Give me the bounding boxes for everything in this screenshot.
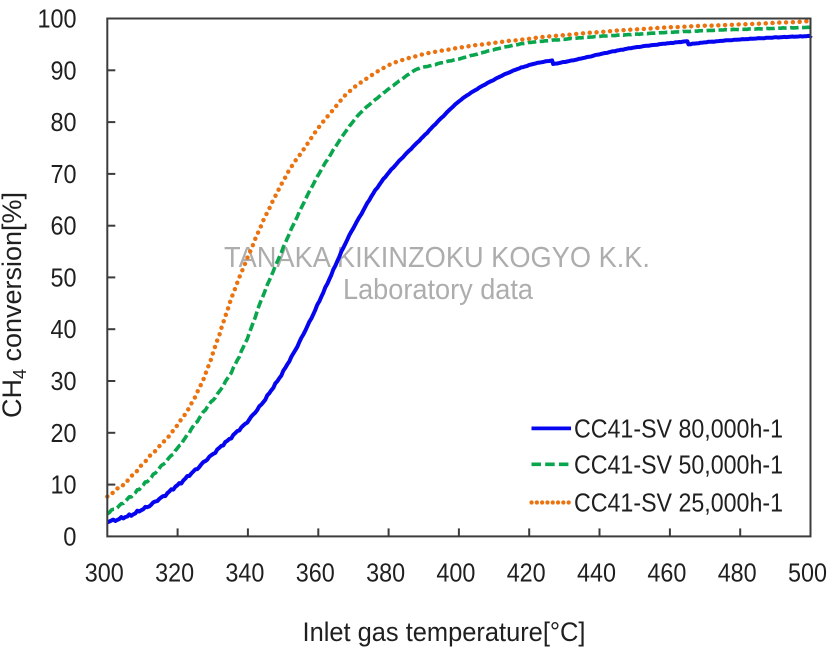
svg-text:90: 90 [51, 55, 77, 85]
svg-text:CC41-SV 25,000h-1: CC41-SV 25,000h-1 [574, 488, 783, 518]
svg-text:Laboratory data: Laboratory data [343, 274, 534, 306]
svg-text:CH4 conversion[%]: CH4 conversion[%] [0, 192, 30, 418]
svg-text:10: 10 [51, 470, 77, 500]
svg-text:100: 100 [38, 4, 77, 34]
svg-text:380: 380 [366, 558, 405, 588]
svg-text:40: 40 [51, 314, 77, 344]
svg-text:CC41-SV 80,000h-1: CC41-SV 80,000h-1 [574, 413, 783, 443]
svg-text:480: 480 [718, 558, 757, 588]
svg-text:320: 320 [155, 558, 194, 588]
svg-text:50: 50 [51, 262, 77, 292]
svg-text:400: 400 [436, 558, 475, 588]
svg-text:CC41-SV 50,000h-1: CC41-SV 50,000h-1 [574, 449, 783, 479]
svg-text:360: 360 [296, 558, 335, 588]
svg-text:TANAKA KIKINZOKU KOGYO K.K.: TANAKA KIKINZOKU KOGYO K.K. [224, 242, 650, 274]
svg-text:420: 420 [507, 558, 546, 588]
svg-text:300: 300 [85, 558, 124, 588]
svg-text:30: 30 [51, 366, 77, 396]
svg-text:500: 500 [788, 558, 827, 588]
svg-text:340: 340 [225, 558, 264, 588]
svg-text:20: 20 [51, 418, 77, 448]
svg-text:70: 70 [51, 159, 77, 189]
svg-text:Inlet gas temperature[°C]: Inlet gas temperature[°C] [303, 617, 586, 647]
svg-text:440: 440 [577, 558, 616, 588]
svg-text:460: 460 [647, 558, 686, 588]
svg-text:80: 80 [51, 107, 77, 137]
svg-text:60: 60 [51, 211, 77, 241]
svg-text:0: 0 [63, 521, 76, 551]
